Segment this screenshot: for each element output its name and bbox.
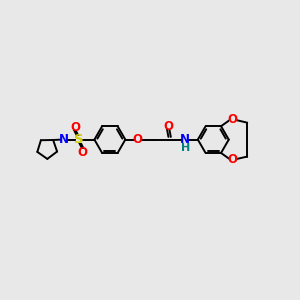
Text: O: O — [227, 153, 237, 166]
Bar — [230, 117, 235, 123]
Text: N: N — [180, 133, 190, 146]
Text: N: N — [58, 133, 68, 146]
Bar — [61, 136, 67, 142]
Text: S: S — [74, 133, 84, 146]
Bar — [76, 136, 82, 143]
Bar — [135, 136, 141, 142]
Text: O: O — [227, 113, 237, 126]
Bar — [182, 136, 188, 143]
Bar — [165, 123, 171, 129]
Text: H: H — [181, 143, 190, 153]
Text: O: O — [163, 120, 173, 133]
Bar — [230, 157, 235, 163]
Text: O: O — [133, 133, 143, 146]
Bar — [72, 124, 79, 130]
Bar — [79, 149, 86, 155]
Text: O: O — [77, 146, 88, 159]
Text: O: O — [70, 121, 80, 134]
Bar — [183, 145, 188, 151]
